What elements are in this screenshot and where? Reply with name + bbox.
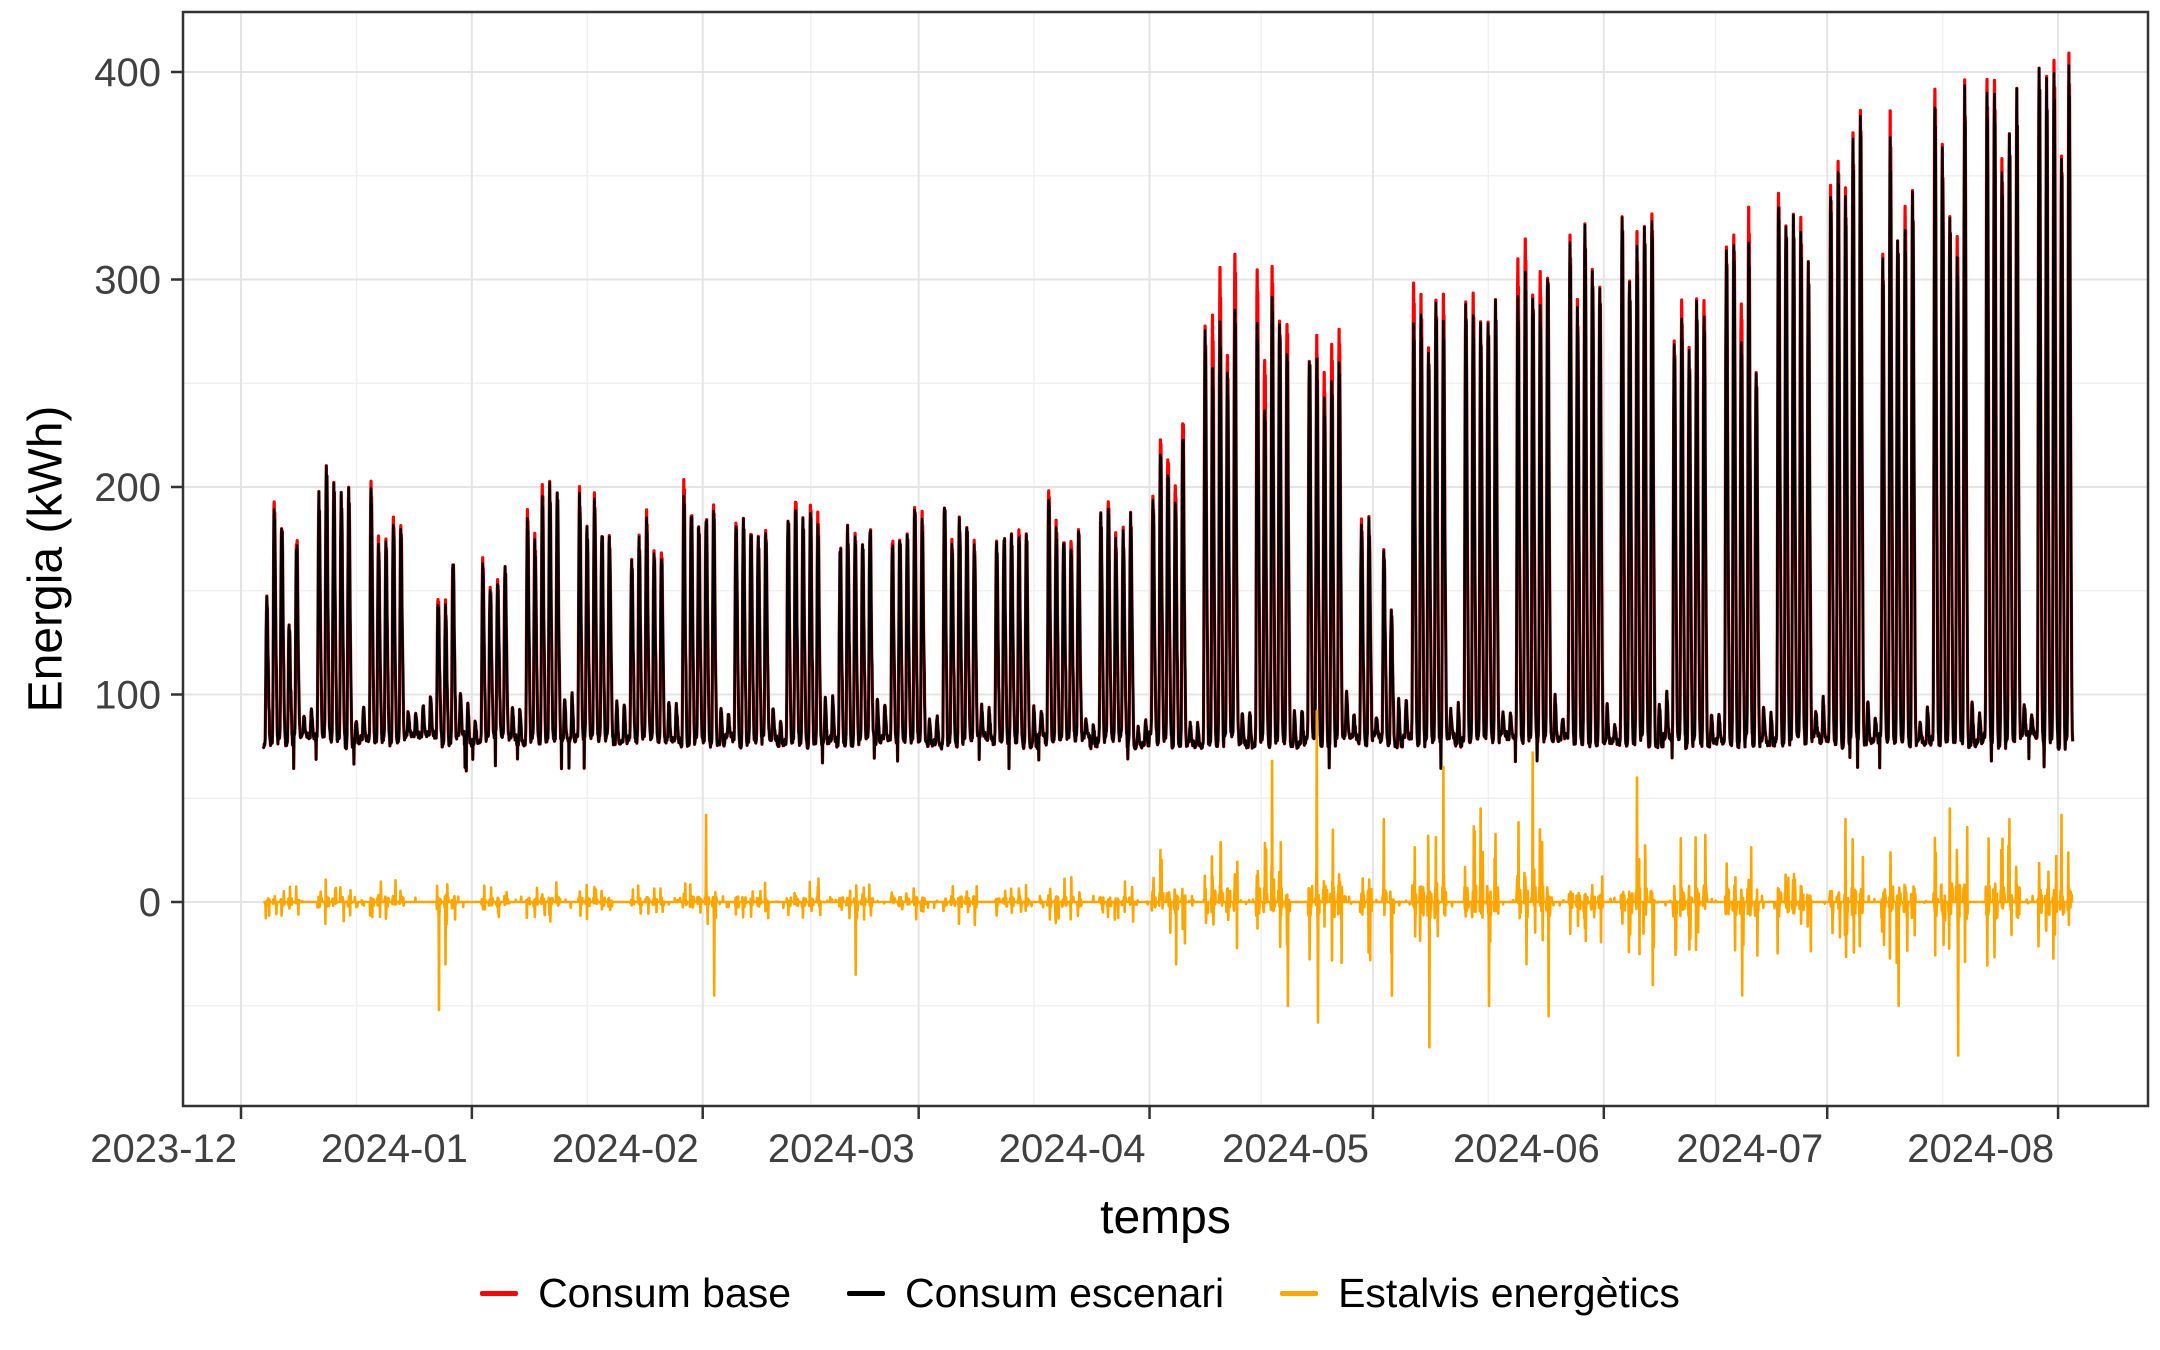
series-estalvis-line	[262, 709, 2074, 1057]
x-tick-label: 2024-03	[768, 1127, 915, 1171]
axes: 0 100 200 300 400 2023-12 2024-01 2024-02 2024-0…	[90, 10, 2150, 1171]
x-tick-label: 2024-04	[999, 1127, 1146, 1171]
x-tick-label: 2024-02	[552, 1127, 699, 1171]
x-tick-label: 2024-08	[1907, 1127, 2054, 1171]
series-consum-escenari-line	[262, 64, 2074, 773]
y-tick-label: 400	[94, 51, 161, 95]
y-tick-label: 0	[139, 881, 161, 925]
x-tick-label: 2024-05	[1222, 1127, 1369, 1171]
series-group	[261, 51, 2075, 1057]
legend-label-estalvis: Estalvis energètics	[1338, 1270, 1680, 1316]
legend-item-consum-escenari: Consum escenari	[847, 1270, 1224, 1317]
consum-escenari-line-key-icon	[847, 1291, 886, 1296]
y-tick-label: 300	[94, 259, 161, 303]
x-tick-label: 2023-12	[90, 1127, 237, 1171]
x-tick-label: 2024-01	[321, 1127, 468, 1171]
x-axis-title: temps	[1100, 1191, 1231, 1244]
estalvis-line-key-icon	[1280, 1291, 1319, 1296]
consum-base-line-key-icon	[480, 1291, 519, 1296]
y-tick-label: 200	[94, 466, 161, 510]
x-tick-label: 2024-07	[1676, 1127, 1823, 1171]
panel-border	[181, 10, 2150, 1108]
legend-item-consum-base: Consum base	[480, 1270, 791, 1317]
y-axis-title: Energia (kWh)	[19, 405, 73, 713]
legend: Consum base Consum escenari Estalvis ene…	[0, 1270, 2160, 1317]
x-tick-label: 2024-06	[1453, 1127, 1600, 1171]
legend-label-consum-escenari: Consum escenari	[905, 1270, 1225, 1316]
legend-label-consum-base: Consum base	[538, 1270, 792, 1316]
y-tick-label: 100	[94, 674, 161, 718]
legend-item-estalvis: Estalvis energètics	[1280, 1270, 1680, 1317]
